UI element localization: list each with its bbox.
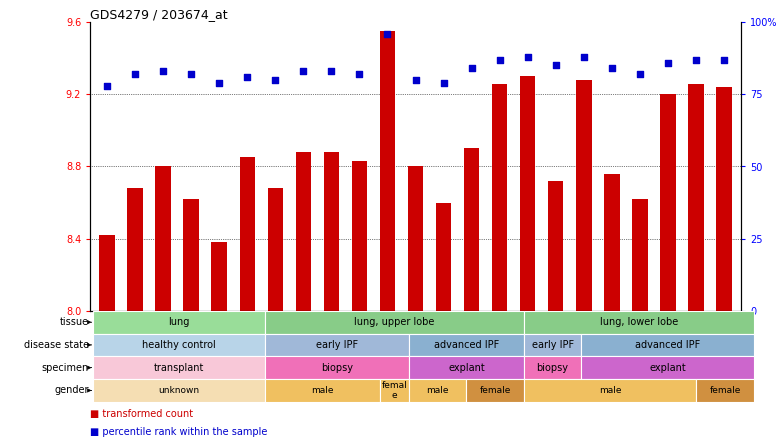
Point <box>633 71 646 78</box>
Text: female: female <box>710 386 741 395</box>
Bar <box>409 356 524 379</box>
Text: ■ transformed count: ■ transformed count <box>90 409 194 420</box>
Bar <box>409 379 466 402</box>
Text: tissue: tissue <box>60 317 89 327</box>
Point <box>718 56 731 63</box>
Bar <box>265 356 409 379</box>
Bar <box>324 152 339 311</box>
Bar <box>688 83 704 311</box>
Bar <box>548 181 564 311</box>
Bar <box>582 333 753 356</box>
Bar <box>524 356 582 379</box>
Point <box>213 79 226 87</box>
Text: lung, upper lobe: lung, upper lobe <box>354 317 435 327</box>
Text: healthy control: healthy control <box>143 340 216 350</box>
Text: unknown: unknown <box>158 386 200 395</box>
Text: advanced IPF: advanced IPF <box>434 340 499 350</box>
Bar <box>93 333 265 356</box>
Point <box>269 76 281 83</box>
Bar <box>267 188 283 311</box>
Bar <box>524 311 753 333</box>
Point <box>466 65 478 72</box>
Bar <box>296 152 311 311</box>
Text: early IPF: early IPF <box>316 340 358 350</box>
Bar <box>212 242 227 311</box>
Bar <box>436 202 452 311</box>
Bar <box>717 87 731 311</box>
Point <box>157 68 169 75</box>
Bar <box>660 95 676 311</box>
Text: GDS4279 / 203674_at: GDS4279 / 203674_at <box>90 8 228 21</box>
Bar <box>265 311 524 333</box>
Bar <box>379 31 395 311</box>
Point <box>129 71 141 78</box>
Point <box>100 82 113 89</box>
Bar <box>604 174 619 311</box>
Text: male: male <box>426 386 449 395</box>
Point <box>325 68 338 75</box>
Bar <box>696 379 753 402</box>
Bar <box>524 333 582 356</box>
Bar <box>520 76 535 311</box>
Point <box>409 76 422 83</box>
Bar <box>466 379 524 402</box>
Bar <box>100 235 114 311</box>
Bar <box>632 199 648 311</box>
Point <box>185 71 198 78</box>
Point <box>662 59 674 66</box>
Bar <box>240 158 255 311</box>
Bar <box>265 379 380 402</box>
Point <box>690 56 702 63</box>
Point <box>605 65 618 72</box>
Bar <box>93 311 265 333</box>
Point <box>353 71 365 78</box>
Bar <box>183 199 199 311</box>
Point <box>521 53 534 60</box>
Bar <box>464 148 479 311</box>
Bar <box>576 80 591 311</box>
Bar <box>93 356 265 379</box>
Point <box>297 68 310 75</box>
Point <box>381 30 394 37</box>
Text: female: female <box>480 386 511 395</box>
Bar <box>265 333 409 356</box>
Text: lung: lung <box>169 317 190 327</box>
Bar <box>582 356 753 379</box>
Bar <box>155 166 171 311</box>
Bar <box>93 379 265 402</box>
Point <box>493 56 506 63</box>
Text: early IPF: early IPF <box>532 340 574 350</box>
Text: male: male <box>311 386 334 395</box>
Text: explant: explant <box>448 363 485 373</box>
Bar <box>408 166 423 311</box>
Text: lung, lower lobe: lung, lower lobe <box>600 317 678 327</box>
Point <box>550 62 562 69</box>
Text: explant: explant <box>649 363 686 373</box>
Point <box>578 53 590 60</box>
Bar <box>380 379 409 402</box>
Text: transplant: transplant <box>154 363 205 373</box>
Text: gender: gender <box>54 385 89 396</box>
Text: biopsy: biopsy <box>321 363 353 373</box>
Bar <box>524 379 696 402</box>
Bar <box>352 161 367 311</box>
Bar <box>409 333 524 356</box>
Text: ■ percentile rank within the sample: ■ percentile rank within the sample <box>90 427 267 437</box>
Point <box>437 79 450 87</box>
Text: disease state: disease state <box>24 340 89 350</box>
Text: advanced IPF: advanced IPF <box>635 340 700 350</box>
Text: biopsy: biopsy <box>536 363 568 373</box>
Text: specimen: specimen <box>42 363 89 373</box>
Bar <box>127 188 143 311</box>
Text: femal
e: femal e <box>382 381 408 400</box>
Bar <box>492 83 507 311</box>
Text: male: male <box>599 386 621 395</box>
Point <box>241 74 253 81</box>
